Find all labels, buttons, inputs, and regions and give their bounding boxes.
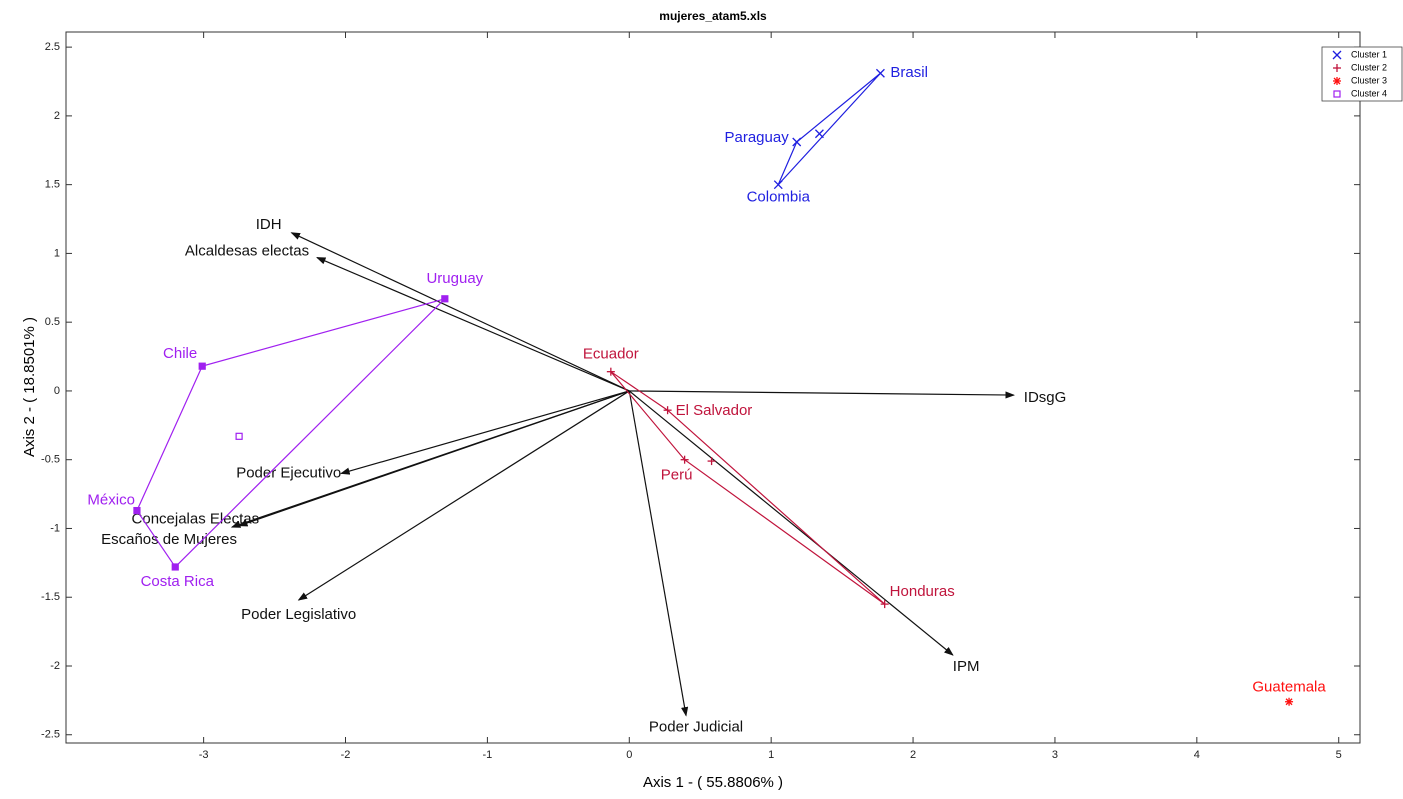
data-point-stroke [875,68,885,78]
y-tick-label: -2 [50,660,60,672]
vector-label: Alcaldesas electas [185,243,309,260]
legend-marker-square [1333,90,1341,98]
data-point [663,406,672,415]
chart-title: mujeres_atam5.xls [659,9,767,23]
x-tick-label: 4 [1194,749,1200,761]
legend-marker-stroke [1333,77,1341,85]
legend-marker [1332,50,1342,60]
y-tick-label: 2.5 [45,41,60,53]
vector-label: Poder Legislativo [241,606,356,623]
data-point [1285,697,1294,706]
point-label: El Salvador [676,402,753,419]
vector-label: Poder Judicial [649,718,743,735]
data-point [606,367,615,376]
x-tick-label: -1 [483,749,493,761]
plot-frame [65,31,1361,744]
point-label: Colombia [747,189,811,206]
vector-label: IPM [953,658,980,675]
data-point [875,68,885,78]
cluster-hull [777,72,881,186]
x-tick-label: -3 [199,749,209,761]
data-point-stroke [792,137,802,147]
loading-vector [297,390,630,601]
x-tick-label: -2 [341,749,351,761]
data-point [792,137,802,147]
vector-label: IDH [256,216,282,233]
cluster-centroid [707,457,716,466]
data-point [441,295,449,303]
loading-vector [340,390,630,475]
legend-marker [1333,90,1341,98]
point-label: Perú [661,467,693,484]
legend-label: Cluster 3 [1351,75,1387,85]
y-tick-label: -0.5 [41,454,60,466]
data-point [171,563,179,571]
data-point [680,455,689,464]
data-point-square [441,295,449,303]
y-tick-label: 0.5 [45,316,60,328]
point-label: Paraguay [724,129,789,146]
x-tick-label: 3 [1052,749,1058,761]
loading-vector [628,390,689,717]
point-label: Honduras [890,583,955,600]
data-point-square [198,362,206,370]
data-point [880,600,889,609]
x-axis-label: Axis 1 - ( 55.8806% ) [643,774,783,791]
y-axis-label: Axis 2 - ( 18.8501% ) [21,317,38,457]
vector-label: Concejalas Electas [132,511,260,528]
data-point-square [133,506,141,515]
y-tick-label: 0 [54,385,60,397]
data-point-square [171,563,179,571]
cluster-centroid-square [235,432,243,440]
loading-vector [316,256,630,392]
legend-label: Cluster 1 [1351,49,1387,59]
y-tick-label: -1 [50,522,60,534]
loading-vector [230,390,630,528]
legend-label: Cluster 4 [1351,88,1387,98]
data-point [133,506,141,515]
vector-label: IDsgG [1024,389,1067,406]
vector-label: Poder Ejecutivo [236,464,341,481]
loading-vector [290,232,630,392]
cluster-centroid [235,432,243,440]
point-label: Brasil [890,64,928,81]
cluster-centroid-stroke [814,129,824,139]
loading-vector [629,390,1015,399]
legend-label: Cluster 2 [1351,62,1387,72]
x-tick-label: 0 [626,749,632,761]
data-point-stroke [773,180,783,190]
loading-vector [628,390,954,656]
point-label: Ecuador [583,346,639,363]
legend-marker [1333,64,1341,72]
data-point [198,362,206,370]
y-tick-label: -2.5 [41,729,60,741]
x-tick-label: 5 [1336,749,1342,761]
cluster-centroid [814,129,824,139]
vector-label: Escaños de Mujeres [101,531,237,548]
y-tick-label: -1.5 [41,591,60,603]
point-label: Uruguay [426,270,483,287]
point-label: Chile [163,345,197,362]
y-tick-label: 1.5 [45,179,60,191]
point-label: Costa Rica [141,573,215,590]
y-tick-label: 1 [54,247,60,259]
point-label: Guatemala [1252,679,1326,696]
data-point [773,180,783,190]
x-tick-label: 1 [768,749,774,761]
legend-marker-stroke [1332,50,1342,60]
legend-marker [1333,77,1341,85]
x-tick-label: 2 [910,749,916,761]
data-point-stroke [1285,698,1293,706]
y-tick-label: 2 [54,110,60,122]
point-label: México [87,492,135,509]
